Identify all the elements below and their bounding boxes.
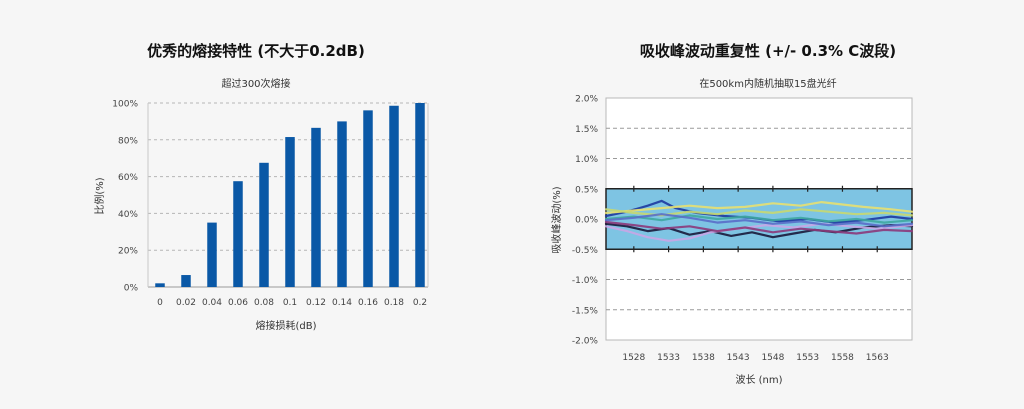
line-chart-x-tick-label: 1538	[692, 353, 715, 363]
bar-chart-y-tick-label: 60%	[118, 173, 138, 183]
line-chart-y-tick-label: 1.0%	[575, 155, 598, 165]
bar-chart-x-tick-label: 0.16	[358, 298, 378, 308]
bar-chart-bar	[181, 275, 191, 287]
bar-chart-y-tick-label: 20%	[118, 247, 138, 257]
bar-chart-bar	[389, 105, 399, 287]
bar-chart-bar	[311, 127, 321, 287]
bar-chart-x-tick-label: 0.18	[384, 298, 404, 308]
bar-chart-x-tick-label: 0	[157, 298, 163, 308]
line-chart-x-tick-label: 1533	[657, 353, 680, 363]
line-chart-series-line	[604, 214, 914, 224]
line-chart-x-tick-label: 1528	[622, 353, 645, 363]
line-chart-series-line	[604, 220, 914, 235]
line-chart-x-tick-label: 1553	[796, 353, 819, 363]
line-chart-y-tick-label: 2.0%	[575, 95, 598, 105]
bar-chart-x-tick-label: 0.08	[254, 298, 274, 308]
line-chart-x-tick-label: 1543	[727, 353, 750, 363]
bar-chart-bar	[285, 137, 295, 287]
bar-chart-y-tick-label: 100%	[112, 100, 138, 110]
bar-chart-x-tick-label: 0.2	[413, 298, 427, 308]
line-chart-y-tick-label: 1.5%	[575, 125, 598, 135]
line-chart-subtitle: 在500km内随机抽取15盘光纤	[699, 79, 837, 90]
line-chart-y-tick-label: -1.5%	[572, 306, 599, 316]
bar-chart-x-tick-label: 0.12	[306, 298, 326, 308]
bar-chart-title: 优秀的熔接特性 (不大于0.2dB)	[147, 42, 365, 60]
bar-chart-subtitle: 超过300次熔接	[221, 79, 291, 90]
line-chart-series-line	[604, 213, 914, 228]
bar-chart-x-tick-label: 0.14	[332, 298, 352, 308]
bar-chart-x-tick-label: 0.02	[176, 298, 196, 308]
line-chart-x-axis-label: 波长 (nm)	[735, 373, 782, 386]
bar-chart-bar	[259, 162, 269, 287]
bar-chart: 0% 20% 40% 60% 80% 100% 0 0.02 0.04 0.06 0.08 0.1 0…	[93, 100, 429, 332]
line-chart-title: 吸收峰波动重复性 (+/- 0.3% C波段)	[639, 42, 897, 60]
line-chart-x-tick-label: 1563	[866, 353, 889, 363]
bar-chart-bar	[415, 103, 425, 287]
line-chart-series-line	[604, 222, 914, 239]
line-chart-panel: 吸收峰波动重复性 (+/- 0.3% C波段) 在500km内随机抽取15盘光纤…	[512, 0, 1024, 409]
bar-chart-x-axis-label: 熔接损耗(dB)	[255, 319, 316, 332]
bar-chart-y-tick-label: 40%	[118, 210, 138, 220]
line-chart-y-axis-label: 吸收峰波动(%)	[550, 186, 563, 253]
line-chart: 2.0% 1.5% 1.0% 0.5% 0.0% -0.5% -1.0% -1.5% -2.0%…	[550, 95, 914, 386]
bar-chart-y-tick-label: 0%	[124, 284, 139, 294]
bar-chart-y-axis-label: 比例(%)	[93, 177, 106, 214]
line-chart-series-line	[604, 201, 914, 214]
bar-chart-panel: 优秀的熔接特性 (不大于0.2dB) 超过300次熔接 0% 20% 40% 60% 8…	[93, 42, 429, 332]
bar-chart-bar	[363, 110, 373, 287]
bar-chart-bar	[155, 283, 165, 287]
bar-chart-bar	[233, 181, 243, 287]
bar-chart-x-tick-label: 0.06	[228, 298, 248, 308]
line-chart-y-tick-label: -2.0%	[572, 337, 599, 347]
line-chart-y-tick-label: 0.5%	[575, 185, 598, 195]
line-chart-x-tick-label: 1558	[831, 353, 854, 363]
bar-chart-x-tick-label: 0.04	[202, 298, 222, 308]
line-chart-y-tick-label: -1.0%	[572, 276, 599, 286]
bar-chart-y-tick-label: 80%	[118, 136, 138, 146]
line-chart-y-tick-label: -0.5%	[572, 246, 599, 256]
bar-chart-x-tick-label: 0.1	[283, 298, 297, 308]
line-chart-x-tick-label: 1548	[761, 353, 784, 363]
bar-chart-bar	[207, 222, 217, 287]
bar-chart-bar	[337, 121, 347, 288]
line-chart-y-tick-label: 0.0%	[575, 216, 598, 226]
